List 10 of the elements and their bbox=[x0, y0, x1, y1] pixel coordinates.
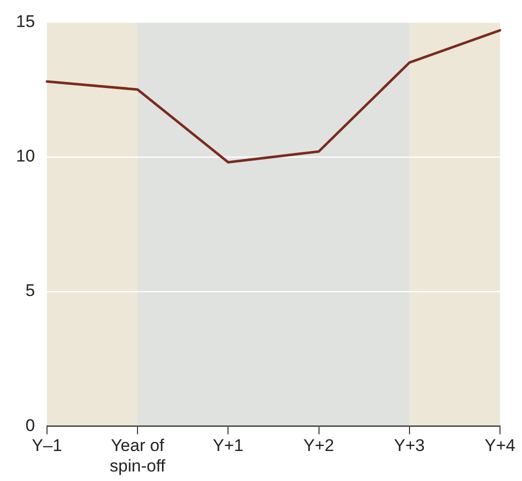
y-tick-label: 15 bbox=[16, 12, 35, 31]
x-tick-label: Y+2 bbox=[303, 436, 334, 456]
y-tick-label: 10 bbox=[16, 146, 35, 166]
y-tick-label: 5 bbox=[25, 281, 35, 300]
x-tick-label: Y+4 bbox=[484, 436, 516, 456]
x-tick-label: Year of spin-off bbox=[110, 436, 166, 476]
y-tick-label: 0 bbox=[25, 416, 35, 435]
x-tick-label: Y+3 bbox=[394, 436, 425, 456]
x-tick-label: Y+1 bbox=[212, 436, 244, 456]
x-tick-label: Y–1 bbox=[32, 436, 62, 456]
